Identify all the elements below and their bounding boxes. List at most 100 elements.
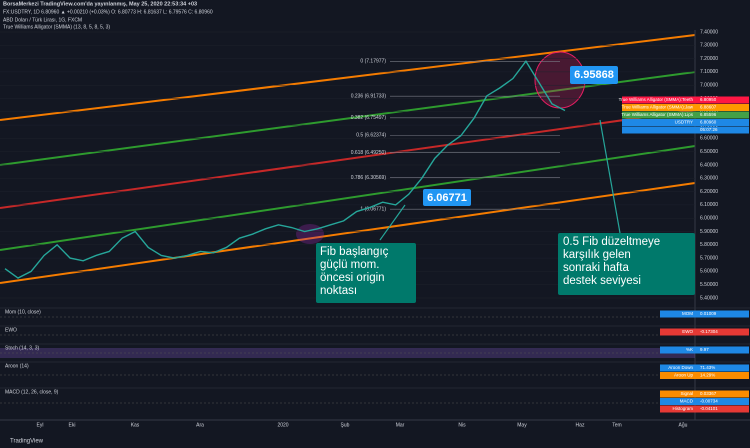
value-tag-label: EWO	[682, 329, 693, 334]
price-tag	[622, 126, 749, 134]
callout	[570, 66, 618, 84]
value-tag-value: 9.97	[700, 347, 709, 352]
callout	[558, 233, 695, 295]
chart-title: ABD Doları / Türk Lirası, 1G, FXCM	[3, 17, 82, 23]
callout-text: 6.06771	[427, 192, 467, 204]
y-tick-label: 5.40000	[700, 295, 718, 301]
callout-text: Fib başlangıç	[320, 246, 389, 258]
value-tag-label: MOM	[682, 311, 693, 316]
y-tick-label: 7.20000	[700, 56, 718, 62]
x-tick-label: Kas	[131, 422, 140, 428]
value-tag-value: 0.01009	[700, 311, 717, 316]
value-tag	[660, 310, 749, 318]
price-tag-value: 6.80950	[700, 97, 717, 102]
x-tick-label: Haz	[576, 422, 585, 428]
value-tag-value: 71.43%	[700, 365, 715, 370]
y-tick-label: 7.10000	[700, 69, 718, 75]
price-tag-value: 6.85596	[700, 112, 717, 117]
callout-text: noktası	[320, 285, 357, 297]
y-tick-label: 6.50000	[700, 149, 718, 155]
y-tick-label: 7.30000	[700, 43, 718, 49]
arrow	[379, 204, 406, 241]
value-tag-value: -0.17304	[700, 329, 718, 334]
y-tick-label: 5.90000	[700, 229, 718, 235]
y-tick-label: 6.30000	[700, 176, 718, 182]
value-tag-value: 14.29%	[700, 373, 715, 378]
price-tag-value: 6.80960	[700, 120, 717, 125]
value-tag-label: Aroon Up	[674, 373, 694, 378]
price-tag-label: USDTRY	[675, 120, 693, 125]
price-tag-label: True Williams Alligator (SMMA):Teeth	[619, 97, 694, 102]
y-tick-label: 6.60000	[700, 136, 718, 142]
x-tick-label: Nis	[458, 422, 466, 428]
y-tick-label: 5.80000	[700, 242, 718, 248]
value-tag-label: %K	[686, 347, 693, 352]
fib-label: 0.618 (6.49250)	[351, 150, 387, 156]
fib-label: 1 (6.06771)	[360, 207, 386, 213]
callout-text: destek seviyesi	[563, 275, 641, 287]
symbol-line: FX:USDTRY, 1D 6.80960 ▲ +0.00210 (+0.03%…	[3, 9, 213, 15]
x-tick-label: Eyl	[37, 422, 44, 428]
callout-text: 6.95868	[574, 69, 614, 81]
y-tick-label: 5.50000	[700, 282, 718, 288]
value-tag	[660, 328, 749, 336]
value-tag	[660, 372, 749, 379]
stoch-band	[0, 348, 695, 358]
price-tag	[622, 104, 749, 111]
x-tick-label: 2020	[277, 422, 288, 428]
published: BorsaMerkezi TradingView.com'da yayınlan…	[3, 1, 197, 7]
fib-label: 0.382 (6.75497)	[351, 115, 387, 121]
x-tick-label: May	[517, 422, 527, 428]
value-tag	[660, 364, 749, 372]
channel-top	[0, 34, 696, 121]
y-tick-label: 6.40000	[700, 162, 718, 168]
value-tag-label: Histogram	[672, 406, 693, 411]
value-tag-value: -0.00734	[700, 399, 718, 404]
y-tick-label: 5.70000	[700, 255, 718, 261]
price-tag-label: True Williams Alligator (SMMA):Lips	[621, 112, 693, 117]
pane-title: Aroon (14)	[5, 363, 29, 369]
x-tick-label: Tem	[612, 422, 621, 428]
callout-text: güçlü mom.	[320, 259, 379, 271]
price-tag-label: True Williams Alligator (SMMA):Jaw	[622, 105, 694, 110]
callout-text: karşılık gelen	[563, 249, 631, 261]
price-tag	[622, 119, 749, 126]
value-tag-value: -0.04101	[700, 406, 718, 411]
brand: TradingView	[10, 439, 44, 445]
value-tag	[660, 390, 749, 398]
value-tag	[660, 398, 749, 405]
value-tag	[660, 405, 749, 413]
price-tag-value: 05:07:26	[700, 127, 718, 132]
pane-title: MACD (12, 26, close, 9)	[5, 389, 59, 395]
channel-green	[0, 71, 696, 166]
pane-title: Stoch (14, 3, 3)	[5, 345, 40, 351]
y-tick-label: 6.10000	[700, 202, 718, 208]
value-tag	[660, 346, 749, 354]
y-tick-label: 6.00000	[700, 216, 718, 222]
x-tick-label: Eki	[69, 422, 76, 428]
arrow	[599, 119, 621, 234]
indicator-name: True Williams Alligator (SMMA) (13, 8, 5…	[3, 24, 110, 30]
x-tick-label: Şub	[341, 422, 350, 428]
fib-label: 0.786 (6.30569)	[351, 175, 387, 181]
y-tick-label: 7.40000	[700, 29, 718, 35]
price-line	[4, 60, 566, 279]
pane-title: Mom (10, close)	[5, 309, 41, 315]
pane-title: EWO	[5, 327, 17, 333]
y-tick-label: 5.60000	[700, 269, 718, 275]
value-tag-label: Signal	[680, 391, 693, 396]
y-tick-label: 6.20000	[700, 189, 718, 195]
callout	[316, 243, 416, 303]
price-tag-value: 6.88607	[700, 105, 717, 110]
fib-label: 0.236 (6.91733)	[351, 94, 387, 100]
value-tag-label: Aroon Down	[668, 365, 693, 370]
callout-text: 0.5 Fib düzeltmeye	[563, 236, 660, 248]
callout	[423, 189, 471, 206]
y-tick-label: 7.00000	[700, 83, 718, 89]
fib-label: 0.5 (6.62374)	[356, 133, 386, 139]
x-tick-label: Ara	[196, 422, 204, 428]
highlight	[296, 224, 324, 244]
value-tag-label: MACD	[680, 399, 694, 404]
